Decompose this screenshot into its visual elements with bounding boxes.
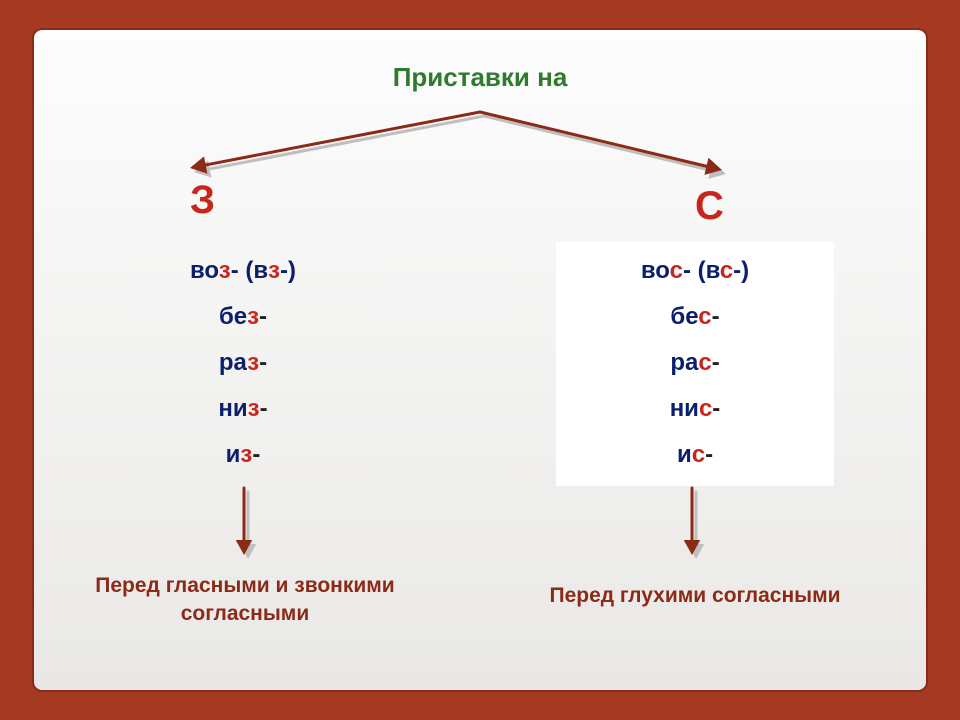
text-segment: ра [219, 349, 247, 376]
prefix-row: раз- [108, 340, 378, 386]
text-segment: бе [219, 303, 247, 330]
rule-label-right: Перед глухими согласными [520, 582, 870, 610]
white-highlight-box: вос- (вс-)бес-рас-нис-ис- [556, 242, 834, 486]
text-segment: ра [670, 349, 698, 376]
prefix-row: вос- (вс-) [560, 248, 830, 294]
text-segment: - [712, 349, 720, 376]
text-segment: с [698, 303, 711, 330]
prefix-row: нис- [560, 386, 830, 432]
text-segment: с [670, 257, 683, 284]
text-segment: з [247, 349, 259, 376]
branch-letter-s: С [695, 184, 724, 229]
text-segment: з [219, 257, 231, 284]
prefix-column-z: воз- (вз-)без-раз-низ-из- [108, 248, 378, 478]
text-segment: - [705, 441, 713, 468]
text-segment: з [268, 257, 280, 284]
text-segment: ни [670, 395, 699, 422]
text-segment: ни [218, 395, 247, 422]
rule-label-left: Перед гласными и звонкимисогласными [90, 572, 400, 628]
rule-line: Перед гласными и звонкими [90, 572, 400, 600]
text-segment: с [720, 257, 733, 284]
prefix-row: низ- [108, 386, 378, 432]
text-segment: с [698, 349, 711, 376]
text-segment: з [248, 395, 260, 422]
text-segment: -) [280, 257, 296, 284]
text-segment: - [259, 303, 267, 330]
text-segment: - [252, 441, 260, 468]
diagram-title: Приставки на [0, 62, 960, 93]
text-segment: и [226, 441, 241, 468]
prefix-row: ис- [560, 432, 830, 478]
outer-frame: Приставки на З С воз- (вз-)без-раз-низ-и… [0, 0, 960, 720]
text-segment: бе [670, 303, 698, 330]
text-segment: -) [733, 257, 749, 284]
text-segment: з [247, 303, 259, 330]
rule-line: Перед глухими согласными [520, 582, 870, 610]
prefix-column-s: вос- (вс-)бес-рас-нис-ис- [560, 248, 830, 486]
prefix-row: бес- [560, 294, 830, 340]
prefix-row: из- [108, 432, 378, 478]
text-segment: с [692, 441, 705, 468]
text-segment: - [260, 395, 268, 422]
text-segment: с [699, 395, 712, 422]
text-segment: - (в [231, 257, 268, 284]
text-segment: - [712, 303, 720, 330]
text-segment: з [240, 441, 252, 468]
text-segment: - [259, 349, 267, 376]
text-segment: во [190, 257, 219, 284]
prefix-row: без- [108, 294, 378, 340]
rule-line: согласными [90, 600, 400, 628]
text-segment: во [641, 257, 670, 284]
text-segment: и [677, 441, 692, 468]
branch-letter-z: З [190, 178, 215, 223]
text-segment: - (в [683, 257, 720, 284]
prefix-row: рас- [560, 340, 830, 386]
prefix-row: воз- (вз-) [108, 248, 378, 294]
text-segment: - [712, 395, 720, 422]
